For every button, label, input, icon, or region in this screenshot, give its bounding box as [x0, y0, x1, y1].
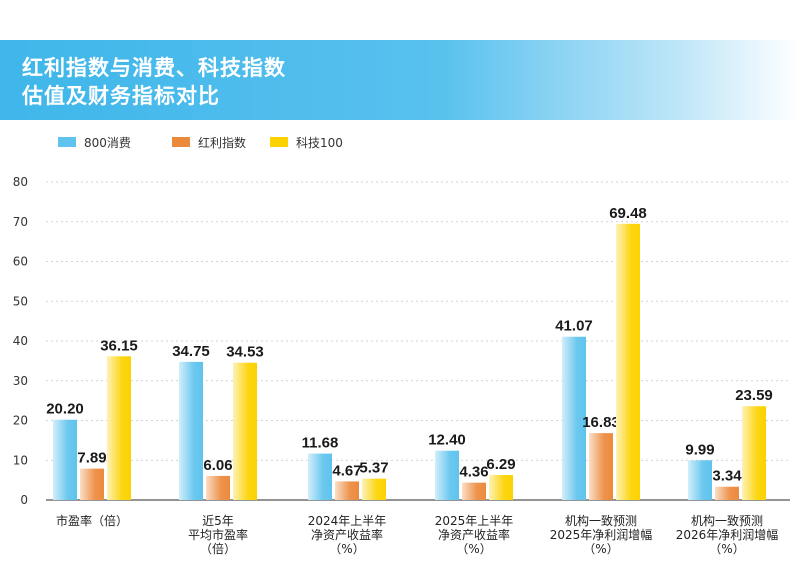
- bar-dividend: [589, 433, 613, 500]
- data-label-tech: 5.37: [359, 460, 388, 477]
- data-label-dividend: 4.67: [332, 462, 361, 479]
- bar-tech: [362, 478, 386, 500]
- x-category-label: 2024年上半年: [308, 514, 387, 528]
- legend-swatch-tech: [270, 137, 288, 147]
- data-label-consumer: 34.75: [172, 343, 210, 360]
- bar-consumer: [179, 361, 203, 500]
- x-category-label: 净资产收益率: [438, 527, 510, 542]
- y-tick-label: 20: [13, 414, 28, 428]
- data-label-consumer: 11.68: [302, 435, 339, 452]
- x-category-label: （%）: [709, 542, 744, 556]
- bar-tech: [742, 406, 766, 500]
- y-tick-label: 50: [13, 294, 28, 308]
- data-label-consumer: 20.20: [46, 401, 84, 418]
- data-label-tech: 36.15: [100, 337, 138, 354]
- x-category-label: 2025年净利润增幅: [550, 527, 653, 542]
- data-label-dividend: 7.89: [77, 450, 106, 467]
- x-category-label: 平均市盈率: [188, 527, 248, 542]
- bar-tech: [233, 362, 257, 500]
- chart-title-line-1: 红利指数与消费、科技指数: [22, 56, 286, 80]
- bar-consumer: [435, 450, 459, 500]
- data-label-consumer: 12.40: [428, 432, 466, 449]
- legend-label-tech: 科技100: [296, 135, 343, 150]
- x-category-label: 2026年净利润增幅: [676, 527, 779, 542]
- x-category-label: 市盈率（倍）: [56, 513, 128, 528]
- data-label-dividend: 4.36: [459, 464, 488, 481]
- x-category-label: 机构一致预测: [691, 513, 763, 528]
- data-label-tech: 23.59: [735, 387, 773, 404]
- bar-consumer: [53, 419, 77, 500]
- legend-label-consumer: 800消费: [84, 135, 131, 150]
- legend-swatch-consumer: [58, 137, 76, 147]
- legend-item-dividend: 红利指数: [172, 133, 246, 151]
- legend-item-tech: 科技100: [270, 133, 343, 151]
- bar-dividend: [715, 486, 739, 500]
- bar-consumer: [688, 460, 712, 500]
- x-category-label: 净资产收益率: [311, 527, 383, 542]
- x-category-label: 近5年: [202, 514, 234, 528]
- data-label-tech: 69.48: [609, 205, 647, 222]
- data-label-consumer: 9.99: [685, 441, 714, 458]
- y-tick-label: 0: [20, 493, 28, 507]
- y-tick-label: 80: [13, 175, 28, 189]
- x-category-label: （%）: [329, 542, 364, 556]
- y-tick-label: 60: [13, 255, 28, 269]
- x-category-label: （%）: [583, 542, 618, 556]
- y-tick-label: 40: [13, 334, 28, 348]
- x-category-label: （%）: [456, 542, 491, 556]
- chart-title-line-2: 估值及财务指标对比: [22, 84, 220, 108]
- bar-tech: [616, 223, 640, 500]
- bar-consumer: [308, 453, 332, 500]
- bar-dividend: [335, 481, 359, 500]
- legend-item-consumer: 800消费: [58, 133, 131, 151]
- x-category-label: 机构一致预测: [565, 513, 637, 528]
- legend-swatch-dividend: [172, 137, 190, 147]
- data-label-dividend: 3.34: [712, 468, 742, 485]
- y-tick-label: 10: [13, 453, 28, 467]
- bar-consumer: [562, 336, 586, 500]
- bar-dividend: [80, 468, 104, 500]
- data-label-dividend: 16.83: [582, 414, 620, 431]
- data-label-consumer: 41.07: [555, 318, 593, 335]
- data-label-tech: 6.29: [486, 456, 515, 473]
- bar-tech: [489, 474, 513, 500]
- x-category-label: 2025年上半年: [435, 514, 514, 528]
- y-tick-label: 30: [13, 374, 28, 388]
- bar-tech: [107, 356, 131, 500]
- title-banner: [0, 40, 800, 120]
- data-label-dividend: 6.06: [203, 457, 232, 474]
- x-category-label: （倍）: [200, 541, 236, 556]
- bar-dividend: [462, 482, 486, 500]
- legend-label-dividend: 红利指数: [198, 135, 247, 150]
- bar-dividend: [206, 475, 230, 500]
- data-label-tech: 34.53: [226, 344, 264, 361]
- y-tick-label: 70: [13, 215, 28, 229]
